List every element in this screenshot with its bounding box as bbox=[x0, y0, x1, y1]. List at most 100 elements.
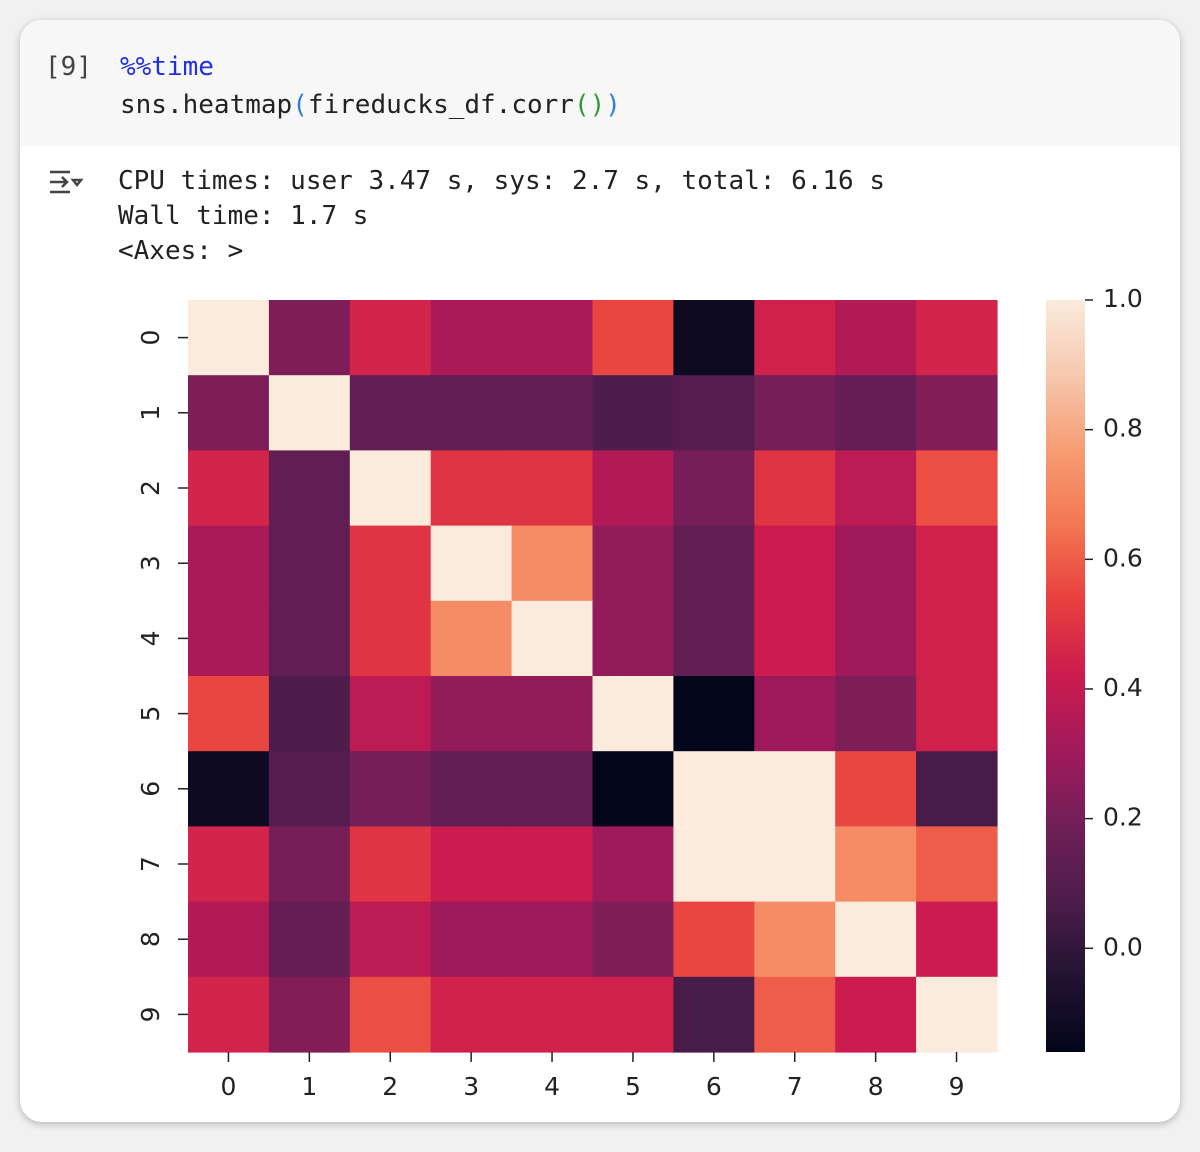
y-tick-label: 2 bbox=[136, 480, 165, 496]
heatmap-cell bbox=[349, 676, 432, 752]
heatmap-cell bbox=[188, 901, 270, 978]
heatmap-cell bbox=[511, 826, 594, 903]
heatmap-cell bbox=[188, 375, 270, 451]
heatmap-cell bbox=[430, 676, 513, 752]
code-token: fireducks_df.corr bbox=[307, 90, 574, 120]
heatmap-cell bbox=[430, 525, 513, 602]
heatmap-cell bbox=[592, 450, 674, 527]
y-tick-label: 1 bbox=[136, 405, 165, 421]
colorbar-tick-label: 0.2 bbox=[1103, 803, 1143, 832]
heatmap-cell bbox=[592, 525, 674, 602]
heatmap-cell bbox=[754, 375, 836, 451]
heatmap-cell bbox=[592, 375, 674, 451]
x-tick-label: 2 bbox=[382, 1072, 398, 1101]
x-tick-label: 4 bbox=[544, 1072, 560, 1101]
heatmap-cell bbox=[268, 751, 351, 827]
heatmap-cell bbox=[349, 450, 432, 527]
code-area[interactable] bbox=[20, 20, 1180, 146]
output-icon[interactable] bbox=[44, 164, 84, 204]
heatmap-cell bbox=[430, 600, 513, 677]
heatmap-cell bbox=[916, 525, 998, 602]
code-token: sns.heatmap bbox=[120, 90, 293, 120]
heatmap-cell bbox=[349, 976, 432, 1053]
y-tick-label: 7 bbox=[136, 856, 165, 872]
heatmap-cell bbox=[754, 525, 836, 602]
heatmap-cell bbox=[268, 300, 351, 376]
heatmap-cell bbox=[592, 751, 674, 827]
heatmap-cell bbox=[673, 375, 755, 451]
x-tick-label: 6 bbox=[706, 1072, 722, 1101]
x-tick-label: 9 bbox=[949, 1072, 965, 1101]
colorbar-tick-label: 0.0 bbox=[1103, 932, 1143, 961]
heatmap-cell bbox=[511, 375, 594, 451]
heatmap-cell bbox=[754, 976, 836, 1053]
heatmap-cell bbox=[673, 676, 755, 752]
heatmap-cell bbox=[592, 901, 674, 978]
heatmap-cell bbox=[349, 600, 432, 677]
heatmap-cell bbox=[268, 375, 351, 451]
heatmap-cell bbox=[673, 600, 755, 677]
heatmap-cell bbox=[511, 676, 594, 752]
heatmap-cell bbox=[188, 751, 270, 827]
heatmap-cell bbox=[349, 751, 432, 827]
heatmap-cell bbox=[511, 901, 594, 978]
heatmap-cell bbox=[754, 300, 836, 376]
y-tick-label: 4 bbox=[136, 630, 165, 646]
heatmap-cell bbox=[430, 751, 513, 827]
heatmap-cell bbox=[349, 525, 432, 602]
y-tick-label: 3 bbox=[136, 555, 165, 571]
output-line: CPU times: user 3.47 s, sys: 2.7 s, tota… bbox=[118, 166, 886, 196]
heatmap-cell bbox=[592, 826, 674, 903]
heatmap-cell bbox=[430, 300, 513, 376]
heatmap-cell bbox=[673, 976, 755, 1053]
x-tick-label: 0 bbox=[220, 1072, 236, 1101]
cell-prompt: [9] bbox=[45, 52, 92, 82]
code-token: %%time bbox=[120, 52, 214, 82]
heatmap-cell bbox=[511, 450, 594, 527]
x-tick-label: 3 bbox=[463, 1072, 479, 1101]
heatmap-cell bbox=[430, 901, 513, 978]
heatmap-cell bbox=[349, 375, 432, 451]
heatmap-cell bbox=[188, 300, 270, 376]
heatmap-cell bbox=[916, 826, 998, 903]
heatmap-cell bbox=[592, 976, 674, 1053]
y-tick-label: 0 bbox=[136, 330, 165, 346]
code-token: () bbox=[573, 90, 606, 120]
heatmap-cell bbox=[673, 525, 755, 602]
heatmap-cell bbox=[835, 525, 917, 602]
heatmap-cell bbox=[835, 450, 917, 527]
x-tick-label: 8 bbox=[868, 1072, 884, 1101]
heatmap-cell bbox=[188, 450, 270, 527]
heatmap-cell bbox=[754, 450, 836, 527]
heatmap-cell bbox=[430, 976, 513, 1053]
heatmap-cell bbox=[188, 826, 270, 903]
colorbar bbox=[1046, 300, 1085, 1052]
y-tick-label: 5 bbox=[136, 706, 165, 722]
code-line: sns.heatmap(fireducks_df.corr()) bbox=[120, 90, 621, 120]
heatmap-cell bbox=[754, 901, 836, 978]
heatmap-cell bbox=[673, 300, 755, 376]
heatmap-cell bbox=[673, 901, 755, 978]
code-token: ) bbox=[605, 90, 621, 120]
heatmap-cell bbox=[268, 826, 351, 903]
output-line: Wall time: 1.7 s bbox=[118, 201, 369, 231]
heatmap-cell bbox=[916, 375, 998, 451]
code-line: %%time bbox=[120, 52, 214, 82]
heatmap-cell bbox=[188, 600, 270, 677]
heatmap-cell bbox=[188, 676, 270, 752]
heatmap-cell bbox=[673, 450, 755, 527]
y-tick-label: 8 bbox=[136, 931, 165, 947]
heatmap-cell bbox=[916, 751, 998, 827]
heatmap-cell bbox=[835, 901, 917, 978]
output-line: <Axes: > bbox=[118, 236, 244, 266]
heatmap-cell bbox=[268, 676, 351, 752]
x-tick-label: 7 bbox=[787, 1072, 803, 1101]
heatmap-cell bbox=[835, 976, 917, 1053]
heatmap-cell bbox=[592, 676, 674, 752]
heatmap-cell bbox=[268, 525, 351, 602]
heatmap-cell bbox=[188, 976, 270, 1053]
x-tick-label: 1 bbox=[301, 1072, 317, 1101]
colorbar-tick-label: 1.0 bbox=[1103, 284, 1143, 313]
x-tick-label: 5 bbox=[625, 1072, 641, 1101]
